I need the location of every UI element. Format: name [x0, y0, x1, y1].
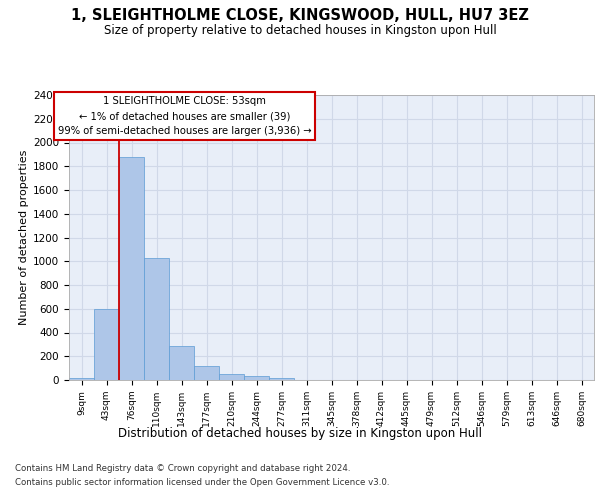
Bar [144, 258, 169, 380]
Bar [269, 378, 294, 380]
Bar [119, 157, 144, 380]
Y-axis label: Number of detached properties: Number of detached properties [19, 150, 29, 325]
Text: Contains HM Land Registry data © Crown copyright and database right 2024.: Contains HM Land Registry data © Crown c… [15, 464, 350, 473]
Bar [94, 308, 119, 380]
Bar [169, 346, 194, 380]
Bar [219, 374, 244, 380]
Text: Distribution of detached houses by size in Kingston upon Hull: Distribution of detached houses by size … [118, 428, 482, 440]
Bar [194, 366, 219, 380]
Bar [69, 378, 94, 380]
Text: 1, SLEIGHTHOLME CLOSE, KINGSWOOD, HULL, HU7 3EZ: 1, SLEIGHTHOLME CLOSE, KINGSWOOD, HULL, … [71, 8, 529, 22]
Text: Contains public sector information licensed under the Open Government Licence v3: Contains public sector information licen… [15, 478, 389, 487]
Text: Size of property relative to detached houses in Kingston upon Hull: Size of property relative to detached ho… [104, 24, 496, 37]
Bar [244, 376, 269, 380]
Text: 1 SLEIGHTHOLME CLOSE: 53sqm
← 1% of detached houses are smaller (39)
99% of semi: 1 SLEIGHTHOLME CLOSE: 53sqm ← 1% of deta… [58, 96, 311, 136]
